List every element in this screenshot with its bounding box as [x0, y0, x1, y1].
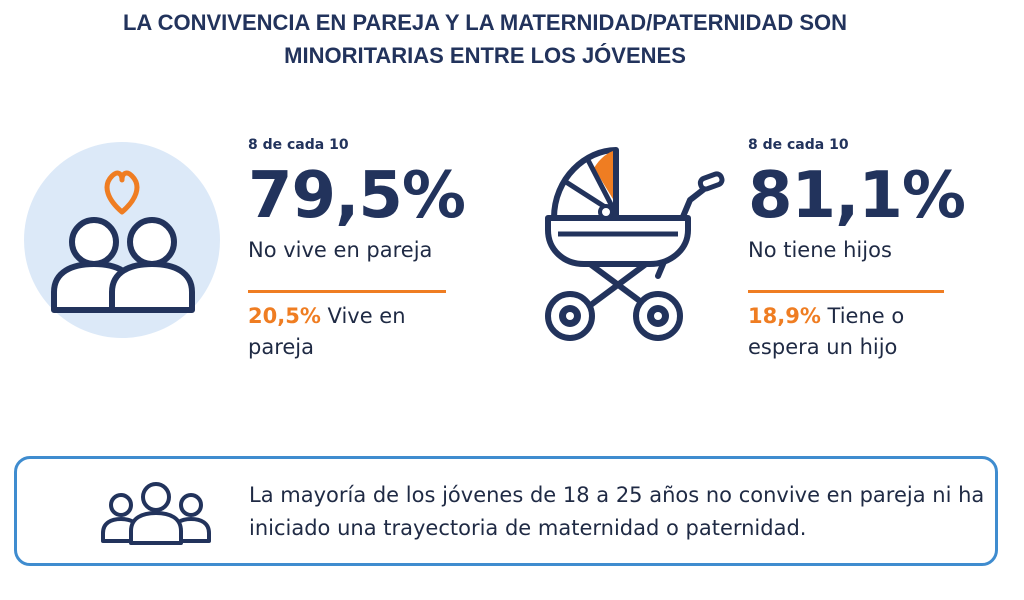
group-people-icon: [101, 482, 211, 545]
orange-divider: [748, 290, 944, 293]
stat-sub-label: Tiene o espera un hijo: [748, 304, 905, 359]
stat-sub-label: Vive en pareja: [248, 304, 406, 359]
title-line-2: MINORITARIAS ENTRE LOS JÓVENES: [284, 43, 686, 68]
stat-ratio: 8 de cada 10: [248, 137, 349, 153]
title-line-1: LA CONVIVENCIA EN PAREJA Y LA MATERNIDAD…: [122, 10, 847, 35]
stat-label: No tiene hijos: [748, 238, 892, 262]
stat-sub-value: 18,9%: [748, 304, 821, 328]
stat-sub: 18,9% Tiene o espera un hijo: [748, 301, 948, 363]
stat-couple: 8 de cada 10 79,5% No vive en pareja 20,…: [248, 136, 508, 363]
stat-label: No vive en pareja: [248, 238, 433, 262]
summary-panel: La mayoría de los jóvenes de 18 a 25 año…: [14, 456, 998, 566]
stat-children: 8 de cada 10 81,1% No tiene hijos 18,9% …: [748, 136, 1008, 363]
summary-text: La mayoría de los jóvenes de 18 a 25 año…: [249, 483, 985, 540]
stat-sub: 20,5% Vive en pareja: [248, 301, 448, 363]
stroller-icon: [545, 147, 725, 341]
page-title: LA CONVIVENCIA EN PAREJA Y LA MATERNIDAD…: [0, 6, 970, 72]
stat-value: 81,1%: [748, 159, 966, 233]
stat-ratio: 8 de cada 10: [748, 137, 849, 153]
stat-value: 79,5%: [248, 159, 466, 233]
orange-divider: [248, 290, 446, 293]
stat-sub-value: 20,5%: [248, 304, 321, 328]
couple-heart-icon: [24, 142, 220, 338]
